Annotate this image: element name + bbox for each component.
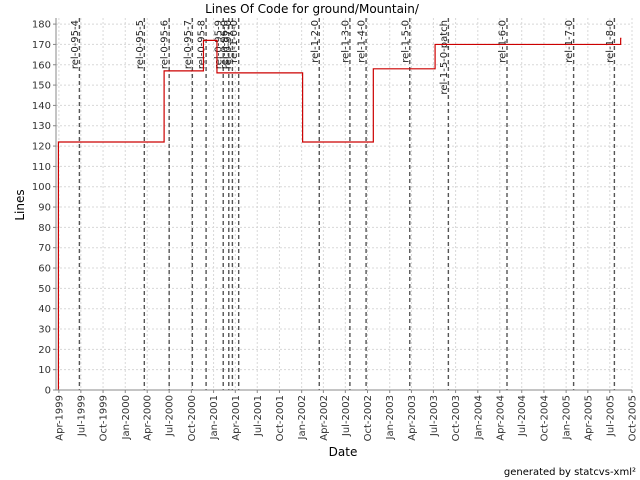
x-tick-label: Jul-2003	[429, 395, 440, 437]
release-tag-label: rel-1-5-0	[400, 20, 411, 63]
release-tag-markers: rel-0-95-4 rel-0-95-5 rel-0-95-6 rel-0-95-7…	[70, 18, 616, 390]
x-tick-label: Apr-2001	[231, 395, 242, 441]
release-tag-label: rel-0-95-4	[70, 20, 81, 69]
plot-area: rel-0-95-4 rel-0-95-5 rel-0-95-6 rel-0-95-7…	[32, 18, 639, 441]
x-tick-label: Jul-1999	[76, 395, 87, 437]
release-tag-label: rel-0-96-0	[219, 20, 230, 69]
y-tick-label: 40	[38, 304, 51, 315]
x-tick-label: Apr-2004	[495, 395, 506, 441]
x-tick-label: Oct-2001	[275, 395, 286, 441]
x-tick-label: Apr-2000	[143, 395, 154, 441]
x-tick-label: Jan-2004	[473, 395, 484, 440]
y-tick-label: 90	[38, 203, 51, 214]
release-tag-label: rel-1-7-0	[564, 20, 575, 63]
x-tick-label: Apr-2002	[319, 395, 330, 441]
y-tick-label: 160	[32, 60, 51, 71]
y-tick-label: 80	[38, 223, 51, 234]
x-tick-label: Jul-2000	[165, 395, 176, 437]
y-tick-label: 70	[38, 243, 51, 254]
x-tick-label: Jul-2004	[517, 395, 528, 437]
x-tick-label: Oct-2005	[628, 395, 639, 441]
x-axis-label: Date	[329, 445, 358, 459]
x-tick-label: Apr-2003	[407, 395, 418, 441]
x-tick-label: Jan-2000	[121, 395, 132, 440]
release-tag-label: rel-1-3-0	[340, 20, 351, 63]
release-tag-label: rel-0-95-6	[160, 20, 171, 69]
series-layer	[57, 37, 622, 390]
plot-background	[56, 18, 632, 390]
axes	[53, 18, 633, 393]
footer-credit: generated by statcvs-xml²	[504, 467, 636, 478]
x-tick-label: Oct-2000	[187, 395, 198, 441]
y-tick-label: 130	[32, 121, 51, 132]
y-tick-label: 60	[38, 264, 51, 275]
loc-series-line	[57, 37, 622, 390]
x-tick-label: Oct-1999	[99, 395, 110, 441]
y-tick-label: 140	[32, 101, 51, 112]
y-tick-label: 100	[32, 182, 51, 193]
gridlines	[56, 18, 633, 391]
x-tick-label: Oct-2004	[539, 395, 550, 441]
x-tick-label: Jul-2005	[605, 395, 616, 437]
x-tick-label: Jul-2002	[341, 395, 352, 437]
release-tag-label: rel-1-2-0	[310, 20, 321, 63]
x-tick-label: Oct-2002	[363, 395, 374, 441]
x-tick-label: Jan-2002	[297, 395, 308, 440]
y-tick-label: 150	[32, 81, 51, 92]
y-tick-label: 120	[32, 142, 51, 153]
release-tag-label: rel-1-0-0	[229, 20, 240, 63]
x-tick-label: Jul-2001	[253, 395, 264, 437]
x-tick-label: Jan-2003	[385, 395, 396, 440]
y-tick-label: 10	[38, 365, 51, 376]
y-tick-labels: 0 10 20 30 40 50 60 70 80 90 100 110 120 130 140 150 160…	[32, 20, 51, 397]
y-tick-label: 110	[32, 162, 51, 173]
x-tick-label: Oct-2003	[451, 395, 462, 441]
y-tick-label: 180	[32, 20, 51, 31]
x-tick-label: Apr-1999	[54, 395, 65, 441]
release-tag-label: rel-1-6-0	[498, 20, 509, 63]
y-tick-label: 170	[32, 40, 51, 51]
x-tick-label: Jan-2005	[562, 395, 573, 440]
release-tag-label: rel-1-8-0	[605, 20, 616, 63]
release-tag-label: rel-0-95-7	[183, 20, 194, 69]
release-tag-label: rel-1-4-0	[357, 20, 368, 63]
chart-title: Lines Of Code for ground/Mountain/	[205, 2, 420, 16]
x-tick-label: Apr-2005	[583, 395, 594, 441]
y-tick-label: 20	[38, 345, 51, 356]
x-tick-label: Jan-2001	[209, 395, 220, 440]
release-tag-label: rel-0-95-8	[197, 20, 208, 69]
release-tag-label: rel-1-5-0-patch	[439, 20, 450, 95]
y-axis-label: Lines	[13, 189, 27, 220]
release-tag-label: rel-0-97-0	[223, 20, 234, 69]
release-tag-label: rel-0-95-5	[135, 20, 146, 69]
y-tick-label: 0	[45, 386, 51, 397]
release-tag-label: rel-0-95-9	[214, 20, 225, 69]
y-tick-label: 50	[38, 284, 51, 295]
y-tick-label: 30	[38, 325, 51, 336]
x-tick-labels: Apr-1999 Jul-1999 Oct-1999 Jan-2000 Apr-2000…	[54, 395, 638, 441]
